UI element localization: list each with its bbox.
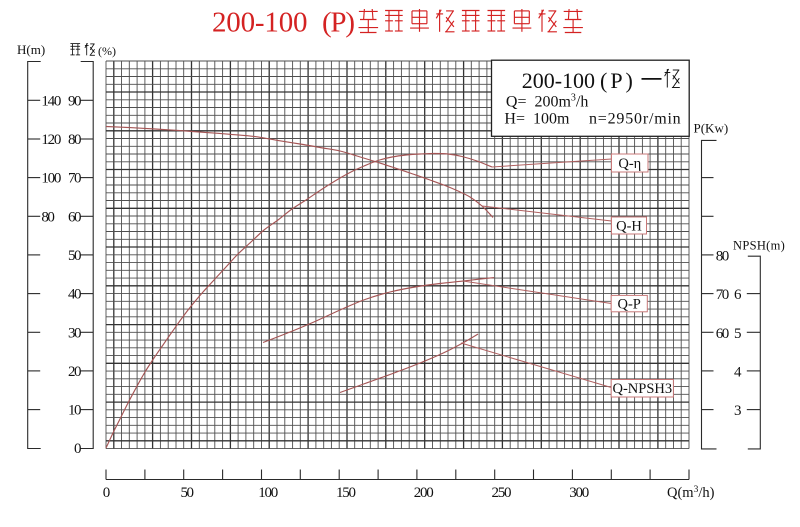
svg-text:4: 4 xyxy=(734,364,742,380)
svg-text:200: 200 xyxy=(414,485,434,501)
svg-text:50: 50 xyxy=(68,248,82,264)
svg-text:140: 140 xyxy=(41,93,61,109)
svg-text:NPSH(m): NPSH(m) xyxy=(733,239,785,253)
svg-text:70: 70 xyxy=(716,287,730,303)
svg-text:0: 0 xyxy=(74,441,82,457)
svg-text:200-100: 200-100 xyxy=(212,7,308,39)
svg-text:(%): (%) xyxy=(98,44,116,58)
svg-text:Q(m3/h): Q(m3/h) xyxy=(667,485,715,501)
svg-text:150: 150 xyxy=(336,485,356,501)
svg-text:70: 70 xyxy=(68,171,82,187)
svg-text:30: 30 xyxy=(68,325,82,341)
svg-text:P(Kw): P(Kw) xyxy=(694,121,729,136)
svg-text:250: 250 xyxy=(492,485,512,501)
svg-text:80: 80 xyxy=(41,209,55,225)
svg-text:40: 40 xyxy=(68,287,82,303)
svg-text:90: 90 xyxy=(68,93,82,109)
svg-text:5: 5 xyxy=(734,326,742,342)
svg-text:0: 0 xyxy=(103,485,111,501)
svg-text:100: 100 xyxy=(41,171,61,187)
svg-text:50: 50 xyxy=(181,485,195,501)
svg-text:H(m): H(m) xyxy=(17,42,45,57)
svg-text:80: 80 xyxy=(68,132,82,148)
svg-text:(P): (P) xyxy=(600,68,636,93)
svg-text:200-100: 200-100 xyxy=(522,68,595,93)
svg-text:n=2950r/min: n=2950r/min xyxy=(589,111,682,128)
svg-text:H= 100m: H= 100m xyxy=(504,111,570,128)
svg-text:Q= 200m3/h: Q= 200m3/h xyxy=(506,93,588,111)
svg-text:100: 100 xyxy=(258,485,278,501)
svg-text:60: 60 xyxy=(68,209,82,225)
svg-text:Q-P: Q-P xyxy=(618,297,641,313)
svg-text:Q-H: Q-H xyxy=(616,219,642,235)
svg-text:60: 60 xyxy=(716,326,730,342)
svg-text:Q-η: Q-η xyxy=(618,156,641,172)
svg-text:Q-NPSH3: Q-NPSH3 xyxy=(612,381,672,397)
svg-text:120: 120 xyxy=(41,132,61,148)
svg-text:20: 20 xyxy=(68,364,82,380)
svg-text:10: 10 xyxy=(68,403,82,419)
svg-text:80: 80 xyxy=(716,248,730,264)
svg-text:3: 3 xyxy=(734,403,742,419)
svg-text:300: 300 xyxy=(569,485,589,501)
svg-text:6: 6 xyxy=(734,287,742,303)
svg-text:(P): (P) xyxy=(322,7,355,39)
